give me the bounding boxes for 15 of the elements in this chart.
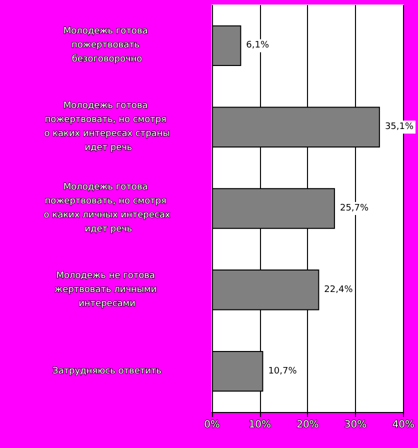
y-tick-label: Затрудняюсь ответить <box>52 366 162 376</box>
data-label: 35,1% <box>384 122 414 132</box>
x-tick-label: 10% <box>248 420 271 430</box>
y-tick-label: Молодежь готова пожертвовать безоговорочно <box>63 26 151 65</box>
y-tick-label: Молодежь не готова жертвовать личными интересами <box>54 270 160 309</box>
data-label: 6,1% <box>246 40 270 51</box>
data-label: 25,7% <box>340 204 370 214</box>
x-tick-label: 30% <box>344 420 367 430</box>
x-tick-label: 40% <box>392 420 415 430</box>
data-label: 10,7% <box>268 366 298 376</box>
x-tick-label: 0% <box>204 420 220 430</box>
y-tick-label: Молодежь готова пожертвовать, но смотря о каких личных интересах идет речь <box>44 182 171 234</box>
data-label: 22,4% <box>324 284 354 295</box>
y-tick-label: Молодежь готова пожертвовать, но смотря о каких интересах страны идет речь <box>44 101 170 154</box>
x-tick-label: 20% <box>296 420 319 430</box>
